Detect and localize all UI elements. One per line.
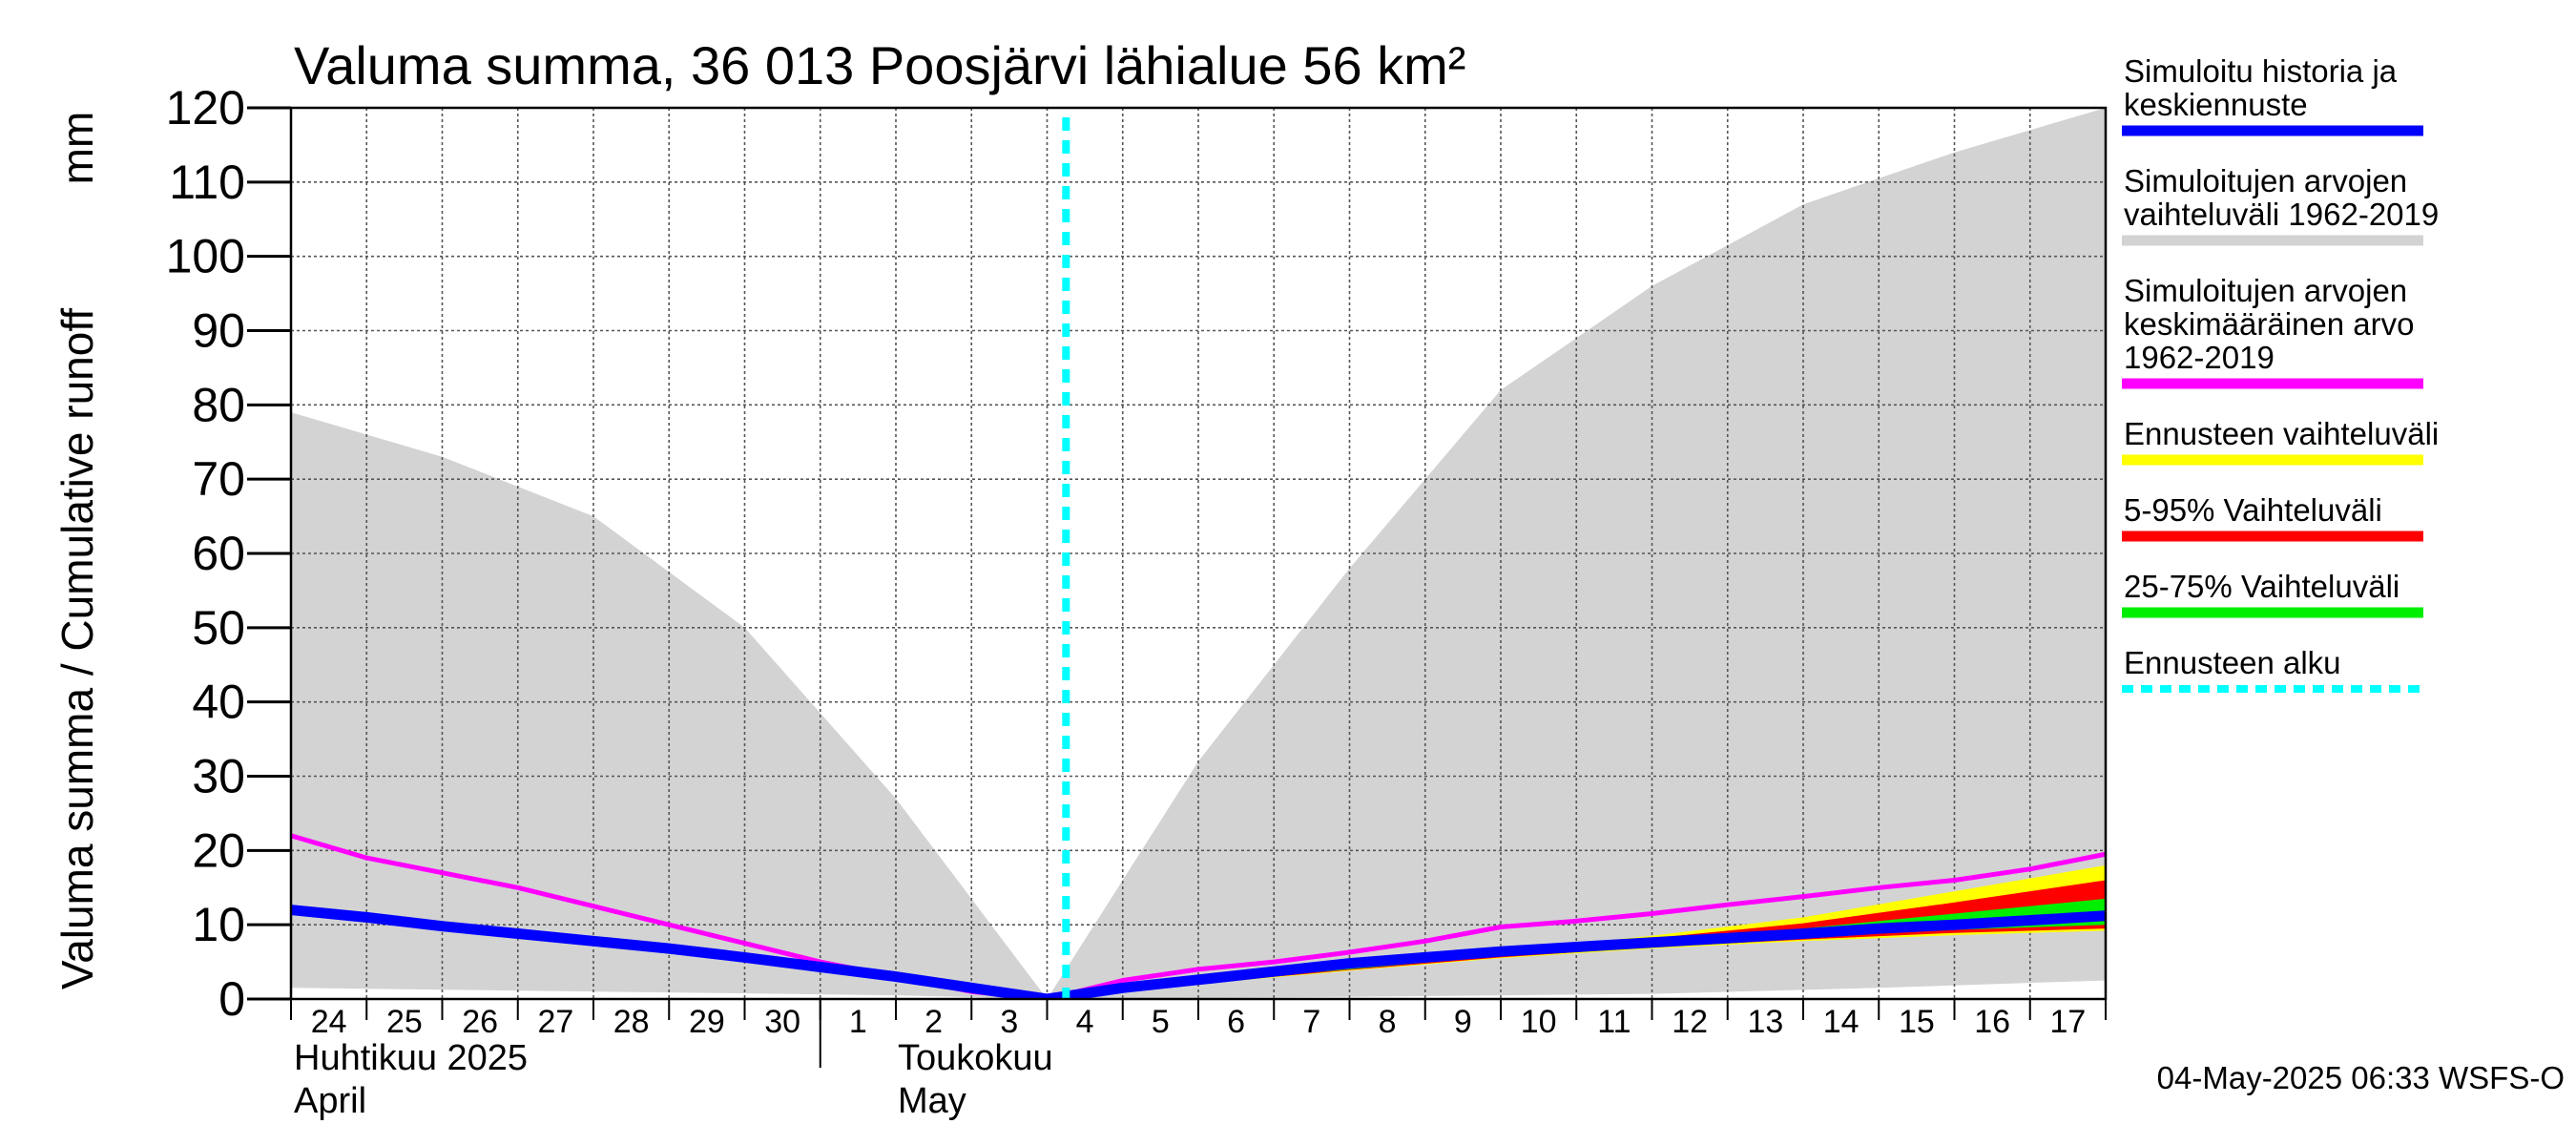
x-tick-label: 6 [1227, 1004, 1245, 1040]
x-tick-label: 8 [1379, 1004, 1397, 1040]
x-tick-label: 26 [462, 1004, 498, 1040]
x-tick-label: 25 [386, 1004, 423, 1040]
legend: Simuloitu historia jakeskiennusteSimuloi… [2122, 53, 2439, 693]
y-tick-label: 10 [192, 898, 245, 951]
legend-label: 25-75% Vaihteluväli [2124, 569, 2399, 604]
simulated-median-line [291, 905, 2106, 999]
x-tick-label: 4 [1076, 1004, 1094, 1040]
x-tick-label: 11 [1597, 1004, 1631, 1040]
chart-title: Valuma summa, 36 013 Poosjärvi lähialue … [294, 35, 1465, 95]
x-tick-label: 29 [689, 1004, 725, 1040]
legend-item: 25-75% Vaihteluväli [2122, 569, 2423, 618]
legend-label: Ennusteen alku [2124, 645, 2341, 680]
legend-label: Simuloitujen arvojen [2124, 273, 2407, 308]
x-tick-label: 28 [613, 1004, 650, 1040]
y-tick-label: 80 [192, 378, 245, 431]
month-label-english: April [294, 1081, 366, 1121]
x-tick-label: 24 [311, 1004, 347, 1040]
legend-item: Ennusteen vaihteluväli [2122, 416, 2439, 466]
x-tick-label: 13 [1747, 1004, 1783, 1040]
y-tick-label: 60 [192, 527, 245, 580]
month-label: Toukokuu [898, 1038, 1053, 1078]
month-label-english: May [898, 1081, 966, 1121]
y-tick-label: 40 [192, 676, 245, 729]
x-tick-label: 2 [924, 1004, 943, 1040]
x-tick-label: 27 [537, 1004, 573, 1040]
x-tick-label: 30 [764, 1004, 800, 1040]
x-tick-label: 7 [1302, 1004, 1320, 1040]
x-axis: 24 25 26 27 28 29 30 1 2 3 4 5 6 7 8 9 10 11 12 13 14 15 16 17 [290, 999, 2107, 1068]
x-tick-label: 14 [1823, 1004, 1859, 1040]
legend-label: 1962-2019 [2124, 340, 2275, 375]
month-label: Huhtikuu 2025 [294, 1038, 528, 1078]
x-tick-label: 16 [1974, 1004, 2010, 1040]
y-tick-label: 20 [192, 823, 245, 877]
y-tick-label: 0 [218, 972, 245, 1026]
legend-label: keskimääräinen arvo [2124, 306, 2414, 342]
y-tick-label: 70 [192, 452, 245, 506]
legend-item: 5-95% Vaihteluväli [2122, 492, 2423, 542]
legend-label: vaihteluväli 1962-2019 [2124, 197, 2439, 232]
y-axis-label-group: Valuma summa / Cumulative runoff mm [52, 112, 102, 989]
x-tick-label: 3 [1000, 1004, 1018, 1040]
x-tick-label: 15 [1899, 1004, 1935, 1040]
legend-label: 5-95% Vaihteluväli [2124, 492, 2382, 528]
timestamp-label: 04-May-2025 06:33 WSFS-O [2157, 1060, 2565, 1095]
y-axis-label: Valuma summa / Cumulative runoff [52, 308, 102, 989]
y-tick-label: 110 [169, 156, 245, 209]
legend-label: Simuloitujen arvojen [2124, 163, 2407, 198]
legend-label: Simuloitu historia ja [2124, 53, 2398, 89]
x-tick-label: 10 [1521, 1004, 1557, 1040]
x-tick-label: 9 [1454, 1004, 1472, 1040]
y-tick-label: 50 [192, 601, 245, 655]
x-tick-label: 1 [849, 1004, 867, 1040]
y-tick-label: 90 [192, 304, 245, 358]
legend-label: Ennusteen vaihteluväli [2124, 416, 2439, 451]
legend-item: Ennusteen alku [2122, 645, 2423, 693]
y-axis: 0 10 20 30 40 50 60 70 80 90 100 110 120 [166, 81, 291, 1026]
x-tick-label: 17 [2049, 1004, 2086, 1040]
y-axis-unit: mm [52, 112, 102, 185]
x-tick-label: 5 [1152, 1004, 1170, 1040]
y-tick-label: 30 [192, 750, 245, 803]
legend-label: keskiennuste [2124, 87, 2308, 122]
historical-mean-line [291, 833, 2106, 999]
y-tick-label: 120 [166, 81, 245, 135]
y-tick-label: 100 [166, 230, 245, 283]
x-tick-label: 12 [1672, 1004, 1708, 1040]
